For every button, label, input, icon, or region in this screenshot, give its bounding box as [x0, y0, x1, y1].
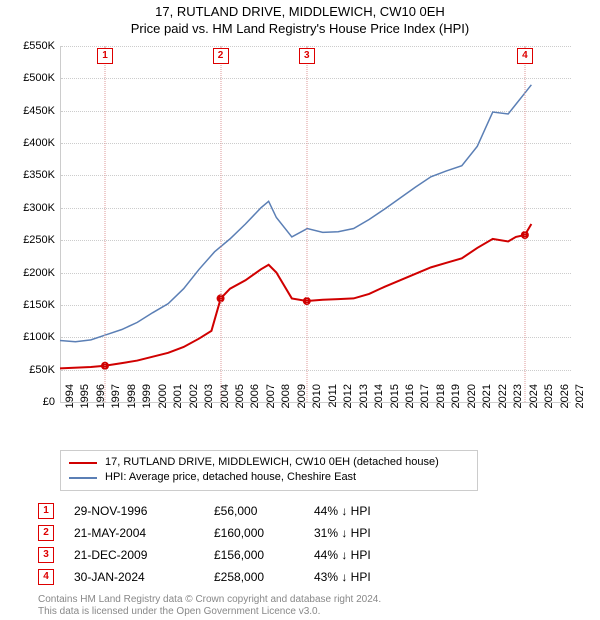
legend-item: 17, RUTLAND DRIVE, MIDDLEWICH, CW10 0EH … [69, 455, 469, 470]
transaction-vline [524, 46, 525, 402]
x-axis-tick: 2013 [358, 384, 370, 424]
x-axis-tick: 2010 [311, 384, 323, 424]
x-axis-tick: 2027 [574, 384, 586, 424]
legend: 17, RUTLAND DRIVE, MIDDLEWICH, CW10 0EH … [60, 450, 478, 491]
x-axis-tick: 2003 [203, 384, 215, 424]
title-line-2: Price paid vs. HM Land Registry's House … [0, 21, 600, 38]
chart-svg [60, 46, 570, 402]
transaction-badge: 4 [38, 569, 54, 585]
x-axis-tick: 2002 [188, 384, 200, 424]
transaction-date: 21-MAY-2004 [74, 526, 214, 540]
x-axis-tick: 2006 [249, 384, 261, 424]
transaction-marker: 2 [213, 48, 229, 64]
legend-item: HPI: Average price, detached house, Ches… [69, 470, 469, 485]
transaction-diff: 44% ↓ HPI [314, 548, 424, 562]
x-axis-tick: 1997 [110, 384, 122, 424]
legend-label: 17, RUTLAND DRIVE, MIDDLEWICH, CW10 0EH … [105, 455, 439, 470]
x-axis-tick: 2026 [559, 384, 571, 424]
y-axis-tick: £250K [5, 234, 55, 246]
transactions-table: 129-NOV-1996£56,00044% ↓ HPI221-MAY-2004… [38, 500, 424, 588]
y-axis-tick: £0 [5, 396, 55, 408]
y-axis-tick: £350K [5, 169, 55, 181]
transaction-diff: 43% ↓ HPI [314, 570, 424, 584]
transaction-price: £56,000 [214, 504, 314, 518]
x-axis-tick: 2007 [265, 384, 277, 424]
transaction-date: 29-NOV-1996 [74, 504, 214, 518]
x-axis-tick: 2022 [497, 384, 509, 424]
transaction-date: 21-DEC-2009 [74, 548, 214, 562]
transaction-vline [220, 46, 221, 402]
footer-line-1: Contains HM Land Registry data © Crown c… [38, 594, 381, 606]
x-axis-tick: 2012 [342, 384, 354, 424]
y-axis-tick: £500K [5, 72, 55, 84]
x-axis-tick: 1999 [141, 384, 153, 424]
x-axis-tick: 2021 [481, 384, 493, 424]
legend-swatch [69, 462, 97, 464]
x-axis-tick: 2019 [450, 384, 462, 424]
transaction-badge: 2 [38, 525, 54, 541]
footer-line-2: This data is licensed under the Open Gov… [38, 606, 381, 618]
x-axis-tick: 2020 [466, 384, 478, 424]
x-axis-tick: 2008 [280, 384, 292, 424]
transaction-row: 4 30-JAN-2024£258,00043% ↓ HPI [38, 566, 424, 588]
transaction-vline [306, 46, 307, 402]
legend-label: HPI: Average price, detached house, Ches… [105, 470, 356, 485]
transaction-marker: 4 [517, 48, 533, 64]
x-axis-tick: 2016 [404, 384, 416, 424]
x-axis-tick: 2017 [419, 384, 431, 424]
transaction-diff: 31% ↓ HPI [314, 526, 424, 540]
y-axis-tick: £200K [5, 267, 55, 279]
y-axis-tick: £300K [5, 202, 55, 214]
series-line-property [60, 224, 531, 368]
y-axis-tick: £450K [5, 105, 55, 117]
transaction-marker: 3 [299, 48, 315, 64]
y-axis-tick: £400K [5, 137, 55, 149]
y-axis-tick: £550K [5, 40, 55, 52]
x-axis-tick: 1998 [126, 384, 138, 424]
transaction-price: £258,000 [214, 570, 314, 584]
x-axis-tick: 2005 [234, 384, 246, 424]
transaction-date: 30-JAN-2024 [74, 570, 214, 584]
transaction-diff: 44% ↓ HPI [314, 504, 424, 518]
y-axis-tick: £100K [5, 331, 55, 343]
x-axis-tick: 2023 [512, 384, 524, 424]
transaction-row: 3 21-DEC-2009£156,00044% ↓ HPI [38, 544, 424, 566]
x-axis-tick: 2014 [373, 384, 385, 424]
transaction-row: 2 21-MAY-2004£160,00031% ↓ HPI [38, 522, 424, 544]
transaction-badge: 1 [38, 503, 54, 519]
x-axis-tick: 1994 [64, 384, 76, 424]
transaction-price: £156,000 [214, 548, 314, 562]
x-axis-tick: 2015 [389, 384, 401, 424]
legend-swatch [69, 477, 97, 479]
x-axis-tick: 2025 [543, 384, 555, 424]
x-axis-tick: 2011 [327, 384, 339, 424]
x-axis-tick: 2000 [157, 384, 169, 424]
transaction-vline [104, 46, 105, 402]
x-axis-tick: 1995 [79, 384, 91, 424]
transaction-badge: 3 [38, 547, 54, 563]
x-axis-tick: 2001 [172, 384, 184, 424]
footer-attribution: Contains HM Land Registry data © Crown c… [38, 594, 381, 618]
x-axis-tick: 2024 [528, 384, 540, 424]
chart-title: 17, RUTLAND DRIVE, MIDDLEWICH, CW10 0EH … [0, 0, 600, 38]
series-line-hpi [60, 85, 531, 342]
y-axis-tick: £150K [5, 299, 55, 311]
y-axis-tick: £50K [5, 364, 55, 376]
transaction-marker: 1 [97, 48, 113, 64]
title-line-1: 17, RUTLAND DRIVE, MIDDLEWICH, CW10 0EH [0, 4, 600, 21]
x-axis-tick: 2018 [435, 384, 447, 424]
transaction-price: £160,000 [214, 526, 314, 540]
transaction-row: 1 29-NOV-1996£56,00044% ↓ HPI [38, 500, 424, 522]
